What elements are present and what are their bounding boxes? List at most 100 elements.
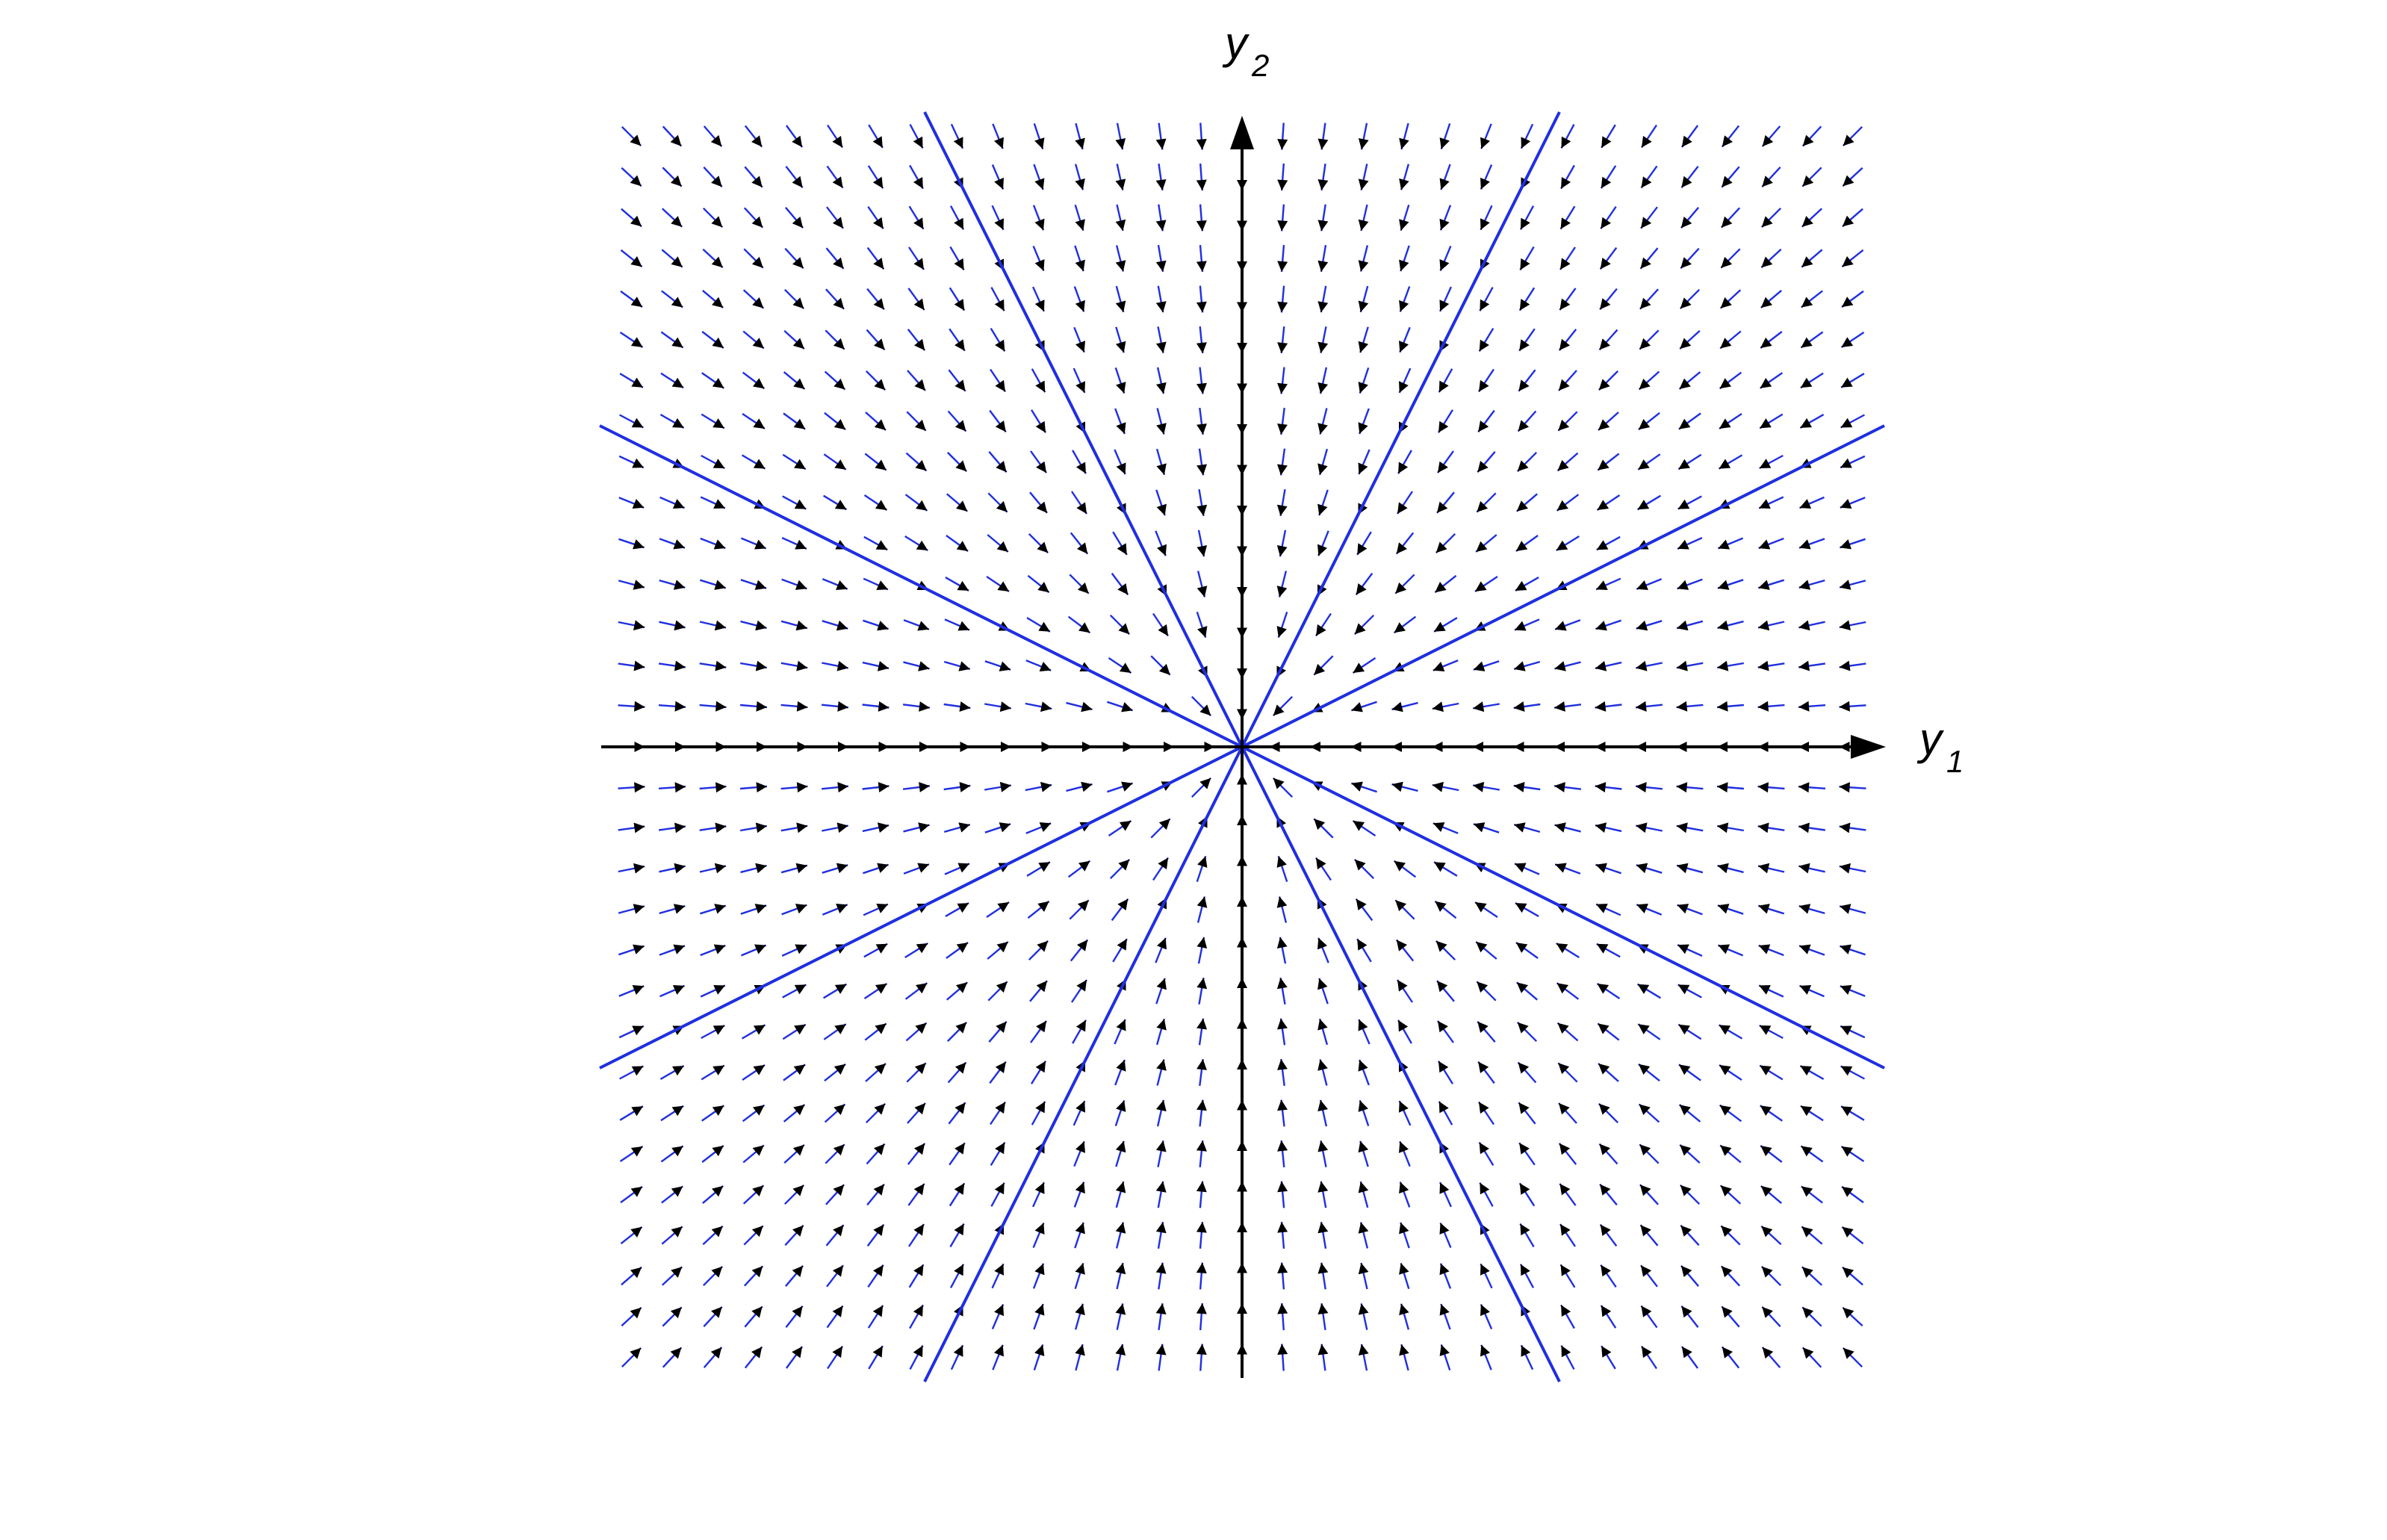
field-arrow bbox=[1839, 620, 1866, 631]
field-arrow-head bbox=[714, 904, 726, 914]
field-arrow bbox=[1317, 530, 1329, 556]
field-arrow-head bbox=[876, 580, 888, 590]
field-arrow-head bbox=[1439, 178, 1450, 190]
field-arrow bbox=[618, 580, 645, 590]
field-arrow bbox=[784, 1265, 804, 1287]
field-arrow-head bbox=[913, 1345, 923, 1358]
field-arrow-head bbox=[1399, 178, 1409, 190]
field-arrow-head bbox=[1558, 1063, 1570, 1075]
field-arrow-head bbox=[1678, 418, 1691, 429]
field-arrow-head bbox=[877, 621, 889, 631]
field-arrow-head bbox=[1641, 217, 1652, 229]
field-arrow bbox=[1025, 659, 1052, 671]
field-arrow bbox=[1636, 904, 1663, 916]
field-arrow bbox=[1556, 452, 1579, 472]
field-arrow-head bbox=[1036, 1020, 1046, 1033]
field-arrow bbox=[1839, 701, 1866, 712]
field-arrow bbox=[1515, 942, 1539, 959]
field-arrow bbox=[949, 1264, 965, 1288]
field-arrow-head bbox=[1478, 420, 1489, 432]
field-arrow bbox=[1433, 861, 1458, 877]
field-arrow-head bbox=[1473, 822, 1486, 833]
field-arrow bbox=[867, 1305, 884, 1329]
field-arrow bbox=[1558, 370, 1577, 391]
field-arrow-head bbox=[1156, 978, 1167, 990]
field-arrow-head bbox=[1840, 944, 1851, 954]
field-arrow-head bbox=[1641, 1265, 1652, 1277]
field-arrow bbox=[990, 1101, 1006, 1125]
field-arrow-head bbox=[630, 337, 643, 347]
field-arrow-head bbox=[1479, 1102, 1489, 1114]
field-arrow bbox=[1196, 244, 1207, 273]
field-arrow-head bbox=[832, 217, 843, 229]
field-arrow-head bbox=[1039, 822, 1052, 832]
field-arrow-head bbox=[630, 296, 642, 308]
field-arrow bbox=[908, 246, 925, 270]
field-arrow bbox=[742, 1144, 765, 1164]
field-arrow bbox=[1196, 530, 1208, 557]
field-arrow-head bbox=[1479, 379, 1489, 392]
field-arrow-head bbox=[1075, 259, 1085, 272]
field-arrow-head bbox=[874, 379, 886, 391]
field-arrow-head bbox=[1760, 1105, 1772, 1116]
field-arrow-head bbox=[1358, 138, 1369, 150]
field-arrow bbox=[1598, 1063, 1619, 1082]
field-arrow-head bbox=[1560, 1224, 1571, 1236]
field-arrow-head bbox=[1761, 216, 1773, 228]
field-arrow bbox=[1676, 660, 1704, 671]
field-arrow-head bbox=[1722, 1347, 1733, 1359]
field-arrow-head bbox=[1638, 459, 1650, 470]
field-arrow bbox=[1598, 370, 1619, 391]
field-arrow bbox=[1798, 944, 1825, 956]
field-arrow bbox=[1717, 660, 1744, 671]
field-arrow-head bbox=[834, 459, 846, 470]
field-arrow-head bbox=[1121, 702, 1133, 712]
field-arrow-head bbox=[1721, 1226, 1733, 1238]
field-arrow-head bbox=[1842, 215, 1854, 227]
field-arrow bbox=[822, 904, 848, 916]
field-arrow-head bbox=[1391, 701, 1403, 712]
field-arrow-head bbox=[1518, 379, 1530, 391]
field-arrow-head bbox=[1276, 626, 1287, 638]
field-arrow bbox=[863, 903, 889, 916]
field-arrow-head bbox=[1719, 459, 1731, 469]
field-arrow bbox=[865, 1102, 887, 1124]
field-arrow-head bbox=[674, 863, 686, 874]
field-arrow-head bbox=[1155, 1140, 1167, 1152]
field-arrow bbox=[1152, 612, 1169, 637]
field-arrow-head bbox=[832, 1305, 843, 1317]
field-arrow bbox=[1155, 530, 1167, 556]
field-arrow-head bbox=[1399, 1344, 1409, 1356]
field-arrow-head bbox=[1317, 503, 1328, 516]
field-arrow bbox=[1477, 451, 1496, 473]
field-arrow-head bbox=[1598, 419, 1610, 430]
field-arrow-head bbox=[836, 660, 848, 671]
field-arrow bbox=[945, 577, 969, 592]
field-arrow-head bbox=[792, 1265, 804, 1277]
field-arrow-head bbox=[1157, 544, 1167, 556]
field-arrow bbox=[1680, 125, 1699, 148]
field-arrow-head bbox=[1760, 296, 1772, 308]
field-arrow-head bbox=[712, 1105, 724, 1116]
field-arrow-head bbox=[674, 701, 686, 712]
field-arrow-head bbox=[1475, 581, 1487, 592]
field-arrow-head bbox=[1798, 782, 1810, 793]
field-arrow bbox=[1801, 290, 1823, 308]
field-arrow bbox=[949, 1182, 966, 1207]
field-arrow-head bbox=[915, 1022, 927, 1034]
field-arrow-head bbox=[833, 1185, 845, 1196]
field-arrow-head bbox=[877, 661, 890, 671]
field-arrow-head bbox=[1513, 701, 1525, 712]
field-arrow bbox=[1840, 1146, 1865, 1162]
field-arrow bbox=[862, 701, 890, 712]
field-arrow bbox=[1678, 412, 1701, 430]
field-arrow bbox=[660, 331, 684, 349]
field-arrow bbox=[1720, 248, 1741, 269]
field-arrow-head bbox=[1196, 139, 1207, 150]
field-arrow-head bbox=[1760, 1185, 1772, 1197]
field-arrow bbox=[1317, 1140, 1329, 1167]
field-arrow-head bbox=[1720, 338, 1732, 349]
field-arrow bbox=[1677, 944, 1703, 957]
field-arrow bbox=[1518, 287, 1536, 311]
field-arrow bbox=[699, 822, 727, 833]
